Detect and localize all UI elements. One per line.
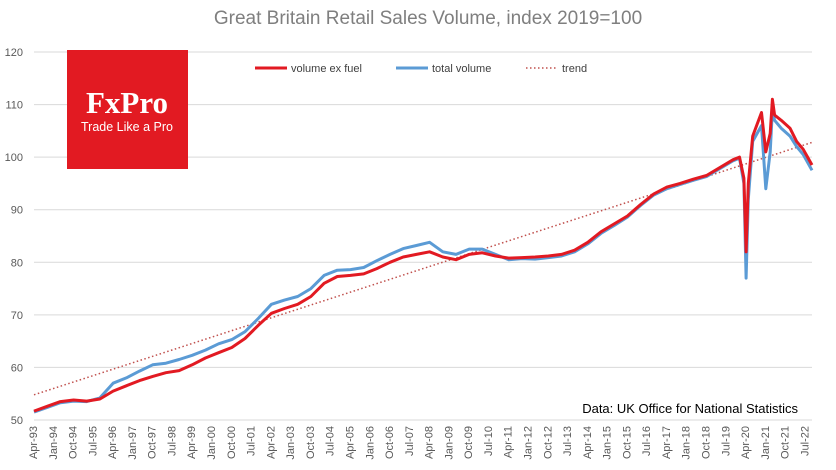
x-tick-label: Oct-12	[542, 426, 554, 459]
x-tick-label: Jan-12	[522, 426, 534, 460]
legend-label-total-volume: total volume	[432, 63, 491, 75]
logo-brand: FxPro	[86, 85, 168, 120]
x-tick-label: Jul-19	[720, 426, 732, 456]
series-line-volume-ex-fuel	[33, 97, 814, 413]
x-tick-label: Jul-13	[562, 426, 574, 456]
x-tick-label: Oct-03	[305, 426, 317, 459]
x-tick-label: Oct-15	[621, 426, 633, 459]
legend: volume ex fuel total volume trend	[255, 63, 587, 75]
x-tick-label: Jul-16	[641, 426, 653, 456]
x-tick-label: Oct-97	[147, 426, 159, 459]
x-tick-label: Jul-10	[483, 426, 495, 456]
logo-tagline: Trade Like a Pro	[81, 120, 173, 134]
x-tick-label: Jan-97	[127, 426, 139, 460]
y-tick-label: 110	[5, 100, 23, 112]
fxpro-logo: FxPro Trade Like a Pro	[67, 50, 188, 169]
y-tick-label: 100	[5, 152, 23, 164]
legend-label-volume-ex-fuel: volume ex fuel	[291, 63, 362, 75]
x-axis-ticks: Apr-93 Jan-94 Oct-94 Jul-95 Apr-96 Jan-97 Oct-…	[28, 426, 811, 460]
x-tick-label: Oct-06	[384, 426, 396, 459]
x-tick-label: Oct-09	[463, 426, 475, 459]
series-lines	[33, 97, 814, 414]
x-tick-label: Apr-14	[582, 426, 594, 459]
x-tick-label: Apr-05	[344, 426, 356, 459]
x-tick-label: Apr-11	[503, 426, 515, 458]
x-tick-label: Oct-94	[68, 426, 80, 459]
x-tick-label: Jul-98	[166, 426, 178, 456]
chart-title: Great Britain Retail Sales Volume, index…	[214, 8, 642, 29]
x-tick-label: Oct-21	[780, 426, 792, 459]
x-tick-label: Jan-94	[48, 426, 60, 460]
x-tick-label: Jul-04	[325, 426, 337, 456]
x-tick-label: Apr-93	[28, 426, 40, 459]
logo-background	[67, 50, 188, 169]
y-tick-label: 120	[5, 47, 23, 59]
x-tick-label: Jul-95	[87, 426, 99, 456]
y-tick-label: 60	[11, 362, 23, 374]
x-tick-label: Jan-03	[285, 426, 297, 460]
y-tick-label: 90	[11, 205, 23, 217]
x-tick-label: Apr-08	[424, 426, 436, 459]
x-tick-label: Jan-21	[760, 426, 772, 460]
x-tick-label: Jul-01	[246, 426, 258, 456]
x-tick-label: Apr-99	[186, 426, 198, 459]
x-tick-label: Apr-17	[661, 426, 673, 459]
x-tick-label: Jan-00	[206, 426, 218, 460]
x-tick-label: Jan-09	[443, 426, 455, 460]
data-source-note: Data: UK Office for National Statistics	[582, 401, 798, 416]
x-tick-label: Apr-96	[107, 426, 119, 459]
y-axis-ticks: 50 60 70 80 90 100 110 120	[5, 47, 23, 427]
y-tick-label: 70	[11, 310, 23, 322]
legend-label-trend: trend	[562, 63, 587, 75]
x-tick-label: Jan-15	[602, 426, 614, 460]
x-tick-label: Jan-18	[681, 426, 693, 460]
y-tick-label: 50	[11, 415, 23, 427]
x-tick-label: Apr-20	[740, 426, 752, 459]
x-tick-label: Apr-02	[265, 426, 277, 459]
x-tick-label: Jul-22	[799, 426, 811, 456]
y-tick-label: 80	[11, 257, 23, 269]
x-tick-label: Oct-00	[226, 426, 238, 459]
x-tick-label: Jul-07	[404, 426, 416, 456]
x-tick-label: Jan-06	[364, 426, 376, 460]
x-tick-label: Oct-18	[701, 426, 713, 459]
series-line-trend	[33, 141, 813, 396]
